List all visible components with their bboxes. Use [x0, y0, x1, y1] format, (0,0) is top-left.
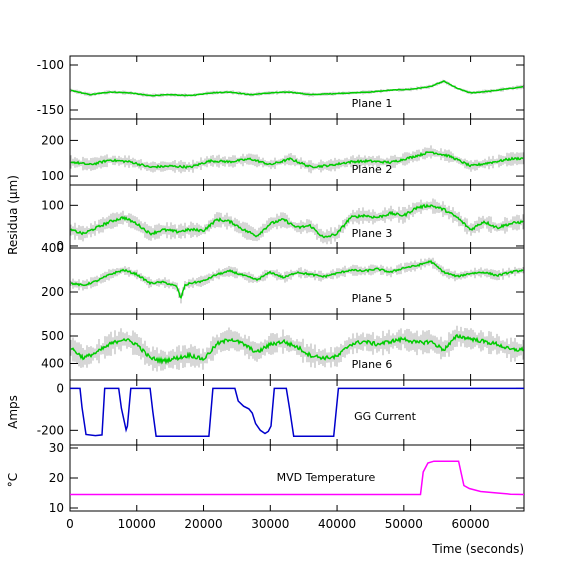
y-tick-label: 100 [41, 169, 64, 183]
y-tick-label: 400 [41, 357, 64, 371]
y-axis-title-temp: °C [6, 473, 20, 487]
error-bar-path [70, 198, 524, 245]
y-tick-label: 10 [49, 501, 64, 515]
panel-3: 0 100 Plane 3 [41, 184, 525, 253]
y-tick-label: 500 [41, 329, 64, 343]
y-tick-label: 100 [41, 198, 64, 212]
error-bar-path [70, 325, 524, 372]
x-tick-label: 50000 [385, 517, 423, 531]
panel-label: Plane 6 [352, 358, 393, 371]
panel-label: GG Current [354, 410, 417, 423]
panel-label: MVD Temperature [277, 471, 376, 484]
y-tick-label: -200 [37, 423, 64, 437]
series-line [70, 333, 524, 365]
series-line [70, 151, 524, 169]
panel-label: Plane 3 [352, 227, 393, 240]
y-tick-label: -100 [37, 58, 64, 72]
series-line [70, 80, 523, 97]
panel-frame [69, 118, 525, 186]
panel-2: 100 200 Plane 2 [41, 118, 525, 186]
x-tick-label: 60000 [451, 517, 489, 531]
error-bars [70, 325, 524, 372]
y-axis-title-residua: Residua (µm) [6, 175, 20, 255]
y-tick-label: -150 [37, 103, 64, 117]
error-bars [70, 198, 524, 245]
x-tick-label: 20000 [184, 517, 222, 531]
panel-7: 10 20 30 MVD Temperature [49, 441, 525, 515]
panel-6: 0 -200 GG Current [37, 379, 525, 446]
error-bars [70, 257, 524, 304]
panel-label: Plane 2 [352, 163, 393, 176]
series-line [70, 387, 524, 437]
x-tick-label: 10000 [118, 517, 156, 531]
series-line [70, 203, 524, 239]
x-tick-label: 30000 [251, 517, 289, 531]
series-line [70, 460, 525, 496]
panel-label: Plane 5 [352, 292, 393, 305]
panel-4: 200 400 Plane 5 [41, 241, 525, 315]
panel-frame [69, 379, 525, 446]
x-tick-label: 40000 [318, 517, 356, 531]
y-tick-label: 0 [56, 381, 64, 395]
y-tick-label: 200 [41, 285, 64, 299]
y-tick-label: 200 [41, 133, 64, 147]
panel-frame [69, 247, 525, 315]
y-tick-label: 30 [49, 441, 64, 455]
y-axis-title-amps: Amps [6, 395, 20, 429]
y-tick-label: 0 [56, 239, 64, 253]
panel-1: -100 -150 Plane 1 [37, 55, 525, 120]
x-axis: 0 10000 20000 30000 40000 50000 60000 [66, 517, 490, 531]
x-tick-label: 0 [66, 517, 74, 531]
error-bar-path [70, 257, 524, 304]
series-line [70, 259, 524, 300]
y-tick-label: 400 [41, 241, 64, 255]
panel-label: Plane 1 [352, 97, 393, 110]
y-tick-label: 20 [49, 471, 64, 485]
x-axis-title: Time (seconds) [431, 542, 524, 556]
panel-5: 400 500 Plane 6 [41, 313, 525, 381]
